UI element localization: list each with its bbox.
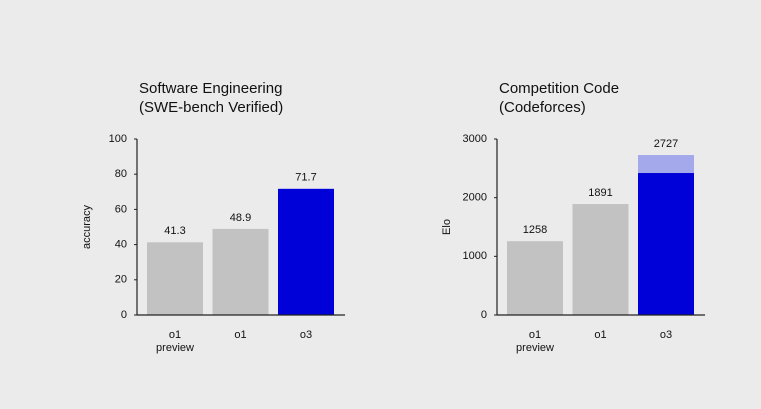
value-label: 1258 <box>523 224 547 236</box>
x-tick-label: preview <box>156 342 194 354</box>
bar <box>507 241 563 315</box>
x-tick-label: o3 <box>660 329 672 341</box>
bar <box>572 204 629 315</box>
bar-inner <box>638 173 694 315</box>
y-axis-label: Elo <box>441 219 453 235</box>
x-tick-label: o1 <box>594 329 606 341</box>
bar <box>278 188 334 315</box>
y-tick-label: 40 <box>115 239 127 251</box>
bar <box>212 228 269 315</box>
bar <box>147 242 203 315</box>
x-tick-label: o1 <box>234 329 246 341</box>
y-tick-label: 60 <box>115 203 127 215</box>
y-tick-label: 3000 <box>463 133 487 145</box>
y-tick-label: 20 <box>115 274 127 286</box>
chart-title: (SWE-bench Verified) <box>139 99 283 116</box>
y-tick-label: 100 <box>109 133 127 145</box>
y-tick-label: 1000 <box>463 250 487 262</box>
y-tick-label: 2000 <box>463 192 487 204</box>
x-tick-label: o1 <box>529 329 541 341</box>
y-tick-label: 0 <box>121 309 127 321</box>
x-tick-label: o1 <box>169 329 181 341</box>
chart-title: Competition Code <box>499 80 619 97</box>
x-tick-label: preview <box>516 342 554 354</box>
y-axis-label: accuracy <box>81 204 93 249</box>
y-tick-label: 80 <box>115 168 127 180</box>
value-label: 48.9 <box>230 212 251 224</box>
value-label: 1891 <box>588 187 612 199</box>
x-tick-label: o3 <box>300 329 312 341</box>
y-tick-label: 0 <box>481 309 487 321</box>
chart-title: Software Engineering <box>139 80 282 97</box>
value-label: 41.3 <box>164 225 185 237</box>
value-label: 2727 <box>654 138 678 150</box>
value-label: 71.7 <box>295 172 316 184</box>
chart-title: (Codeforces) <box>499 99 586 116</box>
